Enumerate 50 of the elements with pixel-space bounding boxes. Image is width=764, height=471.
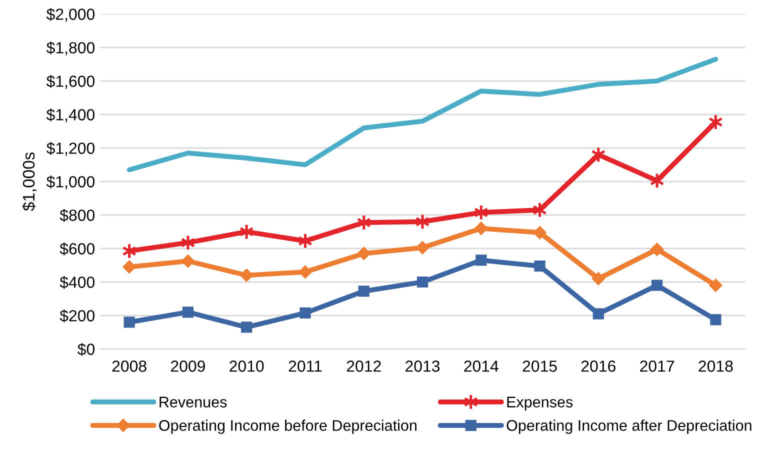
point [122,260,136,274]
point [650,242,664,256]
x-tick-label: 2015 [522,360,557,372]
point [533,226,546,240]
y-axis-title: $1,000s [22,152,37,211]
x-tick-label: 2014 [464,360,498,372]
x-tick-label: 2017 [640,360,674,372]
legend-label: Expenses [507,396,573,410]
point [710,314,722,326]
point [592,272,605,286]
x-tick-label: 2016 [581,360,616,372]
y-tick-label: $0 [78,342,95,356]
x-tick-label: 2010 [230,360,264,372]
x-tick-label: 2011 [288,360,322,372]
point [592,308,604,320]
point [709,278,722,292]
point [240,268,254,282]
x-tick-label: 2009 [170,360,205,372]
y-tick-label: $400 [60,276,95,289]
point [416,276,428,288]
point [124,316,135,328]
y-tick-label: $600 [60,242,95,256]
point [416,241,430,254]
point [298,265,312,279]
point [651,280,663,291]
x-tick-label: 2013 [406,360,440,372]
y-tick-label: $1,000 [46,175,95,190]
point [476,254,487,266]
y-tick-label: $1,800 [46,41,95,56]
legend-label: Revenues [160,396,227,408]
point [534,260,546,272]
point [181,254,195,268]
point [474,222,488,235]
legend-label: Operating Income before Depreciation [159,420,416,434]
point [182,306,194,318]
y-tick-label: $200 [60,309,95,322]
point [241,322,252,333]
y-tick-label: $2,000 [46,8,95,22]
line-series [126,56,718,172]
point [300,307,311,319]
y-tick-label: $800 [60,208,95,222]
point [358,286,370,297]
y-tick-label: $1,600 [46,74,95,89]
y-tick-label: $1,400 [46,108,95,122]
point [357,246,370,260]
y-tick-label: $1,200 [46,142,95,156]
x-tick-label: 2018 [698,360,733,372]
x-tick-label: 2008 [112,360,146,372]
x-tick-label: 2012 [346,360,381,372]
legend-label: Operating Income after Depreciation [506,420,752,434]
